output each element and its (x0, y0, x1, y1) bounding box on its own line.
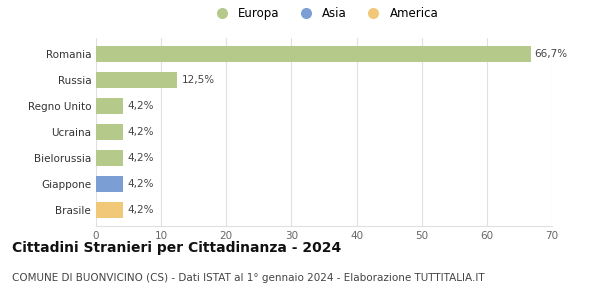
Text: 12,5%: 12,5% (181, 75, 214, 85)
Bar (96, 202, 124, 218)
Text: Cittadini Stranieri per Cittadinanza - 2024: Cittadini Stranieri per Cittadinanza - 2… (12, 241, 341, 255)
Text: 4,2%: 4,2% (127, 127, 154, 137)
Legend: Europa, Asia, America: Europa, Asia, America (205, 2, 443, 25)
Bar (96, 72, 178, 88)
Bar (96, 124, 124, 140)
Bar (96, 98, 124, 114)
Bar (96, 150, 124, 166)
Text: 66,7%: 66,7% (535, 49, 568, 59)
Bar (96, 176, 124, 192)
Text: COMUNE DI BUONVICINO (CS) - Dati ISTAT al 1° gennaio 2024 - Elaborazione TUTTITA: COMUNE DI BUONVICINO (CS) - Dati ISTAT a… (12, 273, 485, 283)
Text: 4,2%: 4,2% (127, 101, 154, 111)
Bar (96, 46, 530, 62)
Text: 4,2%: 4,2% (127, 205, 154, 215)
Text: 4,2%: 4,2% (127, 179, 154, 189)
Text: 4,2%: 4,2% (127, 153, 154, 163)
